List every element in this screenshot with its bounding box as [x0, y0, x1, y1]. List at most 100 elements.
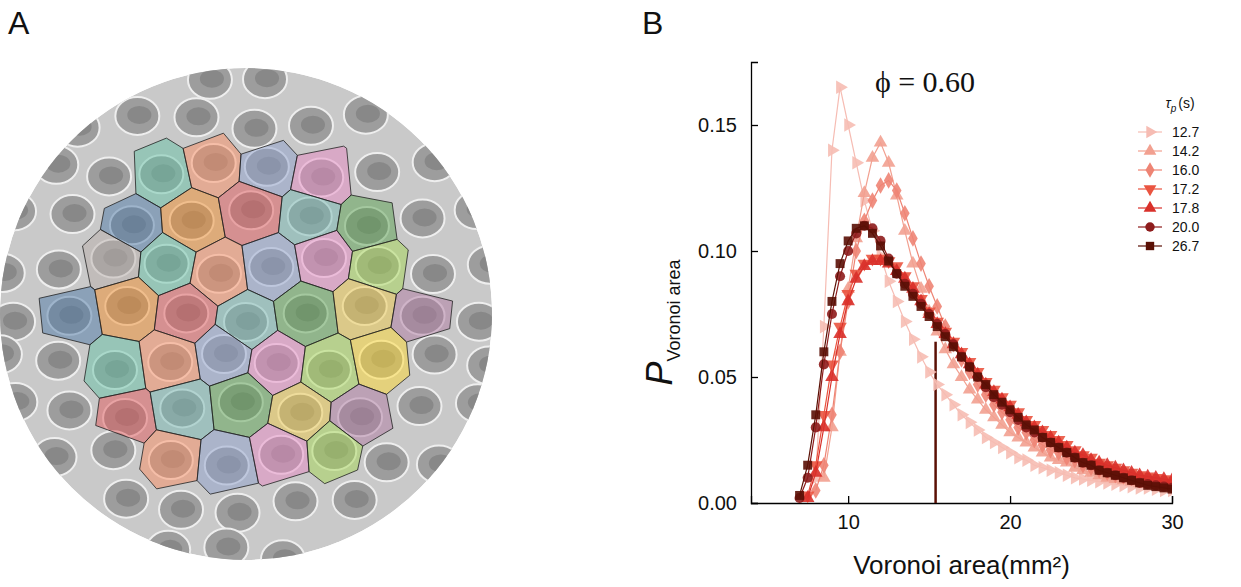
particle: [0, 254, 25, 292]
data-point: [876, 177, 886, 194]
particle-detail: [5, 392, 29, 410]
data-point: [866, 150, 880, 162]
particle: [417, 445, 461, 483]
data-point: [1094, 465, 1104, 475]
particle: [34, 146, 78, 184]
data-point: [1054, 443, 1063, 452]
particle-detail: [423, 264, 447, 282]
data-point: [925, 365, 937, 379]
y-axis-title-main: P: [639, 362, 680, 386]
particle: [204, 528, 248, 566]
particle-detail: [45, 447, 69, 465]
data-point: [956, 352, 966, 362]
legend-marker: [1144, 201, 1157, 212]
data-point: [1126, 475, 1136, 485]
x-tick-label: 10: [838, 511, 860, 533]
particle-detail: [377, 452, 401, 470]
data-point: [909, 332, 921, 346]
data-point: [892, 182, 902, 199]
series: [801, 255, 1172, 503]
series-line: [808, 261, 1172, 498]
x-axis-line: [752, 496, 1173, 504]
particle-detail: [116, 489, 140, 507]
y-tick-mark: [751, 125, 758, 126]
particle: [174, 98, 218, 136]
data-point: [1062, 448, 1071, 457]
particle-detail: [345, 490, 369, 508]
particle-detail: [158, 540, 182, 558]
legend-marker: [1144, 144, 1157, 155]
legend-label: 17.2: [1172, 181, 1199, 197]
particle: [47, 391, 91, 429]
particle-detail: [301, 116, 325, 134]
particle-detail: [468, 393, 492, 411]
legend-label: 16.0: [1172, 162, 1199, 178]
data-point: [916, 255, 926, 272]
x-tick-label: 30: [1161, 511, 1183, 533]
particle: [87, 157, 131, 195]
y-tick-mark: [751, 503, 758, 504]
data-point: [828, 143, 840, 157]
legend-label: 12.7: [1172, 124, 1199, 140]
data-point: [795, 491, 804, 500]
data-point: [1110, 470, 1120, 480]
legend-label: 20.0: [1172, 219, 1199, 235]
particle: [56, 109, 100, 147]
particle-detail: [273, 549, 297, 567]
data-point: [841, 294, 855, 306]
data-point: [989, 390, 998, 399]
particle: [457, 303, 501, 341]
y-tick: 0.10: [698, 240, 758, 262]
particle: [159, 491, 203, 529]
data-point: [908, 292, 917, 301]
data-point: [1086, 459, 1096, 476]
data-point: [925, 312, 934, 321]
series-line: [800, 226, 1172, 496]
data-point: [825, 369, 839, 381]
particle: [274, 482, 318, 520]
legend-marker: [1145, 222, 1154, 231]
data-point: [981, 380, 990, 389]
data-point: [1135, 478, 1145, 488]
particle-detail: [99, 166, 123, 184]
particle: [36, 342, 80, 380]
data-point: [827, 297, 836, 306]
data-point: [1086, 460, 1096, 470]
data-point: [859, 221, 869, 231]
particle-detail: [63, 204, 87, 222]
particle: [232, 110, 276, 148]
particle-detail: [4, 201, 28, 219]
legend-label: 26.7: [1172, 238, 1199, 254]
series: [801, 253, 1172, 502]
data-point: [1168, 484, 1172, 498]
particle-detail: [425, 345, 449, 363]
data-point: [1151, 480, 1161, 490]
particle-detail: [255, 69, 279, 87]
data-point: [852, 156, 864, 170]
voronoi-cell: [307, 421, 363, 484]
x-tick-mark: [1010, 496, 1011, 503]
particle-detail: [68, 118, 92, 136]
data-point: [1135, 478, 1144, 487]
y-axis-title-subscript: Voronoi area: [664, 258, 684, 361]
data-point: [1168, 485, 1172, 494]
data-point: [876, 241, 885, 250]
data-point: [884, 172, 894, 189]
particle-detail: [46, 155, 70, 173]
particle-detail: [186, 107, 210, 125]
series-line: [816, 87, 1172, 490]
particle: [401, 199, 445, 237]
particle: [243, 60, 287, 98]
y-tick-label: 0.05: [698, 366, 737, 388]
data-point: [1143, 479, 1153, 489]
particle-detail: [479, 355, 503, 373]
x-tick: 20: [999, 496, 1021, 533]
dish-background: [0, 68, 492, 560]
data-point: [827, 309, 837, 319]
particle-detail: [0, 344, 14, 362]
particle-detail: [171, 500, 195, 518]
legend-marker: [1146, 162, 1155, 178]
series: [817, 135, 1172, 491]
data-point: [819, 457, 829, 474]
data-point: [1038, 433, 1047, 442]
